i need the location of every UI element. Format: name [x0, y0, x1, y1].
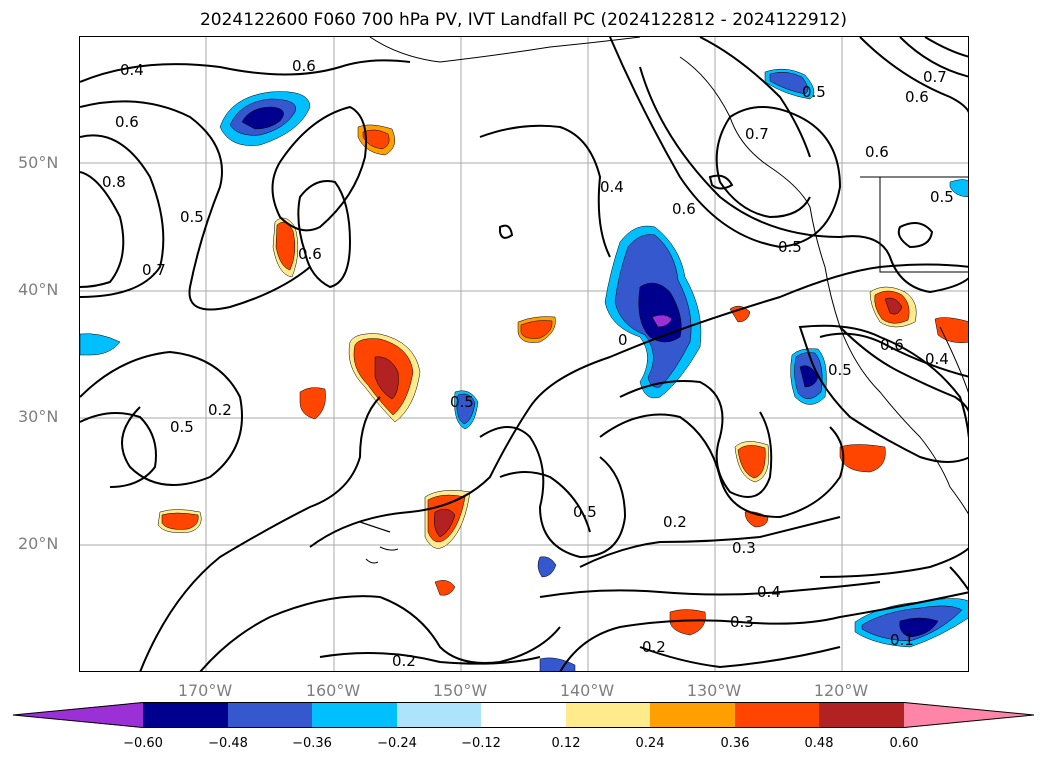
contour-label: 0.5 [930, 188, 954, 206]
pv-contours [80, 37, 968, 671]
colorbar-segment [228, 702, 312, 728]
lat-label-30n: 30°N [18, 407, 59, 426]
contour-label: 0.5 [802, 83, 826, 101]
contour-label: 0.6 [672, 200, 696, 218]
contour-labels: 0.4 0.6 0.6 0.8 0.5 0.7 0.6 0.4 0.6 0.7 … [102, 57, 954, 670]
colorbar-tick: −0.48 [208, 736, 248, 751]
contour-label: 0.6 [865, 143, 889, 161]
colorbar-tick: −0.24 [377, 736, 417, 751]
colorbar-tick: −0.60 [123, 736, 163, 751]
contour-label: 0.5 [778, 238, 802, 256]
colorbar-tick: −0.36 [292, 736, 332, 751]
lat-label-50n: 50°N [18, 153, 59, 172]
contour-label: 0.1 [890, 631, 914, 649]
colorbar-segment [143, 702, 228, 728]
lat-label-20n: 20°N [18, 534, 59, 553]
contour-label: 0.6 [115, 113, 139, 131]
contour-label: 0.6 [880, 336, 904, 354]
contour-label: 0.8 [102, 173, 126, 191]
contour-label: 0.4 [120, 61, 144, 79]
contour-label: 0.2 [642, 638, 666, 656]
contour-label: 0.7 [745, 125, 769, 143]
contour-label: 0.5 [450, 393, 474, 411]
colorbar-tick: −0.12 [461, 736, 501, 751]
contour-label: 0.5 [573, 503, 597, 521]
contour-label: 0.7 [142, 261, 166, 279]
colorbar-tick: 0.60 [889, 736, 919, 751]
lon-label-150w: 150°W [432, 681, 488, 700]
map-canvas: 0.4 0.6 0.6 0.8 0.5 0.7 0.6 0.4 0.6 0.7 … [80, 37, 968, 671]
contour-label: 0.3 [730, 613, 754, 631]
colorbar-segment [650, 702, 735, 728]
colorbar [12, 702, 1035, 728]
contour-label: 0.7 [923, 68, 947, 86]
colorbar-outline [12, 702, 1035, 728]
colorbar-tick: 0.36 [720, 736, 750, 751]
contour-label: 0.4 [757, 583, 781, 601]
graticule [80, 37, 968, 671]
lon-label-160w: 160°W [305, 681, 361, 700]
contour-label: 0.6 [298, 245, 322, 263]
contour-label: 0.5 [170, 418, 194, 436]
lon-label-140w: 140°W [559, 681, 615, 700]
contour-label: 0.4 [925, 350, 949, 368]
colorbar-tick: 0.48 [804, 736, 834, 751]
contour-label: 0.2 [392, 652, 416, 670]
lon-label-130w: 130°W [686, 681, 742, 700]
map-title: 2024122600 F060 700 hPa PV, IVT Landfall… [199, 10, 847, 30]
lat-label-40n: 40°N [18, 280, 59, 299]
lon-label-120w: 120°W [813, 681, 869, 700]
contour-label: 0.5 [180, 208, 204, 226]
contour-label: 0.5 [828, 361, 852, 379]
contour-label: 0.6 [292, 57, 316, 75]
colorbar-segment [566, 702, 650, 728]
contour-label: 0.4 [600, 178, 624, 196]
lon-label-170w: 170°W [177, 681, 233, 700]
coastlines [359, 37, 968, 564]
colorbar-segment [481, 702, 566, 728]
contour-label: 0.2 [208, 401, 232, 419]
colorbar-extend-low [12, 702, 143, 728]
colorbar-extend-high [904, 702, 1034, 728]
pv-fill-shading [80, 68, 968, 671]
contour-label: 0.6 [905, 88, 929, 106]
colorbar-tick: 0.24 [635, 736, 665, 751]
contour-label: 0.2 [663, 513, 687, 531]
colorbar-tick: 0.12 [551, 736, 581, 751]
contour-label: 0.3 [732, 539, 756, 557]
map-panel: 0.4 0.6 0.6 0.8 0.5 0.7 0.6 0.4 0.6 0.7 … [79, 36, 969, 672]
colorbar-segment [819, 702, 904, 728]
colorbar-segment [312, 702, 397, 728]
contour-label: 0 [618, 331, 628, 349]
colorbar-segment [735, 702, 819, 728]
colorbar-segment [397, 702, 481, 728]
